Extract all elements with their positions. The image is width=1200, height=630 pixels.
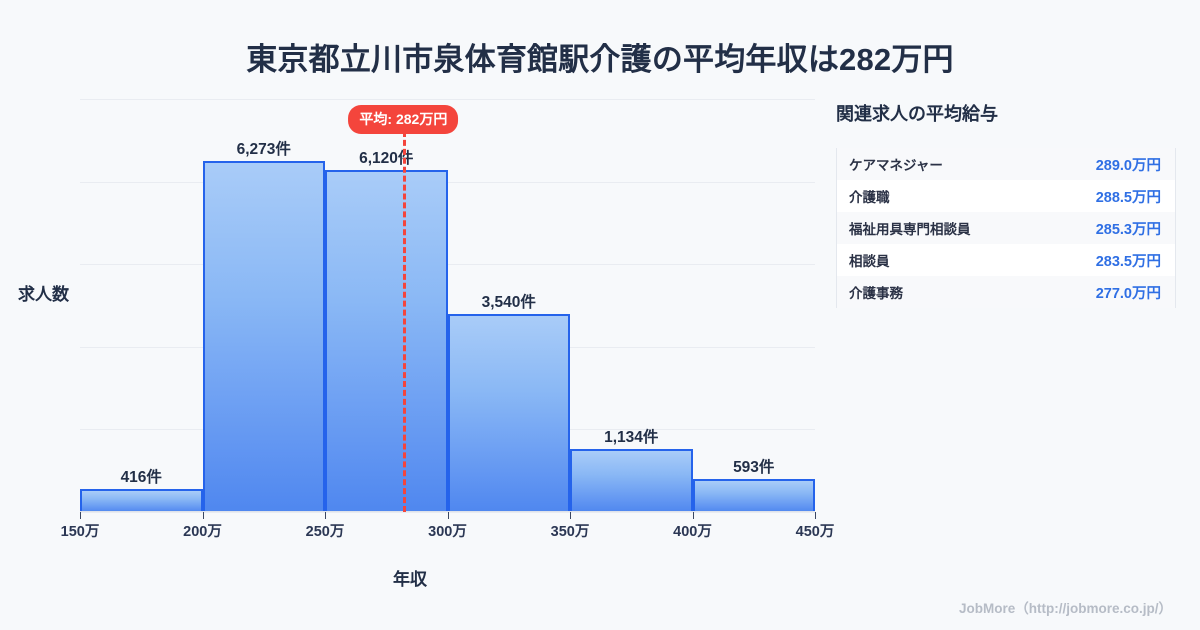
bar [202,160,325,512]
bar-value-label: 593件 [733,458,775,476]
related-salary-title: 関連求人の平均給与 [836,104,998,124]
bar [80,488,203,512]
y-axis-title: 求人数 [18,285,69,304]
mean-line [403,131,407,512]
x-tick-mark [325,512,326,519]
salary-amount-value: 277.0万円 [1095,285,1161,302]
related-salary-panel: 関連求人の平均給与 ケアマネジャー 289.0万円介護職 288.5万円福祉用具専門… [836,100,1176,308]
x-tick-mark [80,512,81,519]
salary-role-label: 相談員 [849,254,890,269]
mean-badge: 平均: 282万円 [348,105,459,134]
x-tick-mark [570,512,571,519]
x-axis-line [80,511,815,512]
footer-watermark: JobMore（http://jobmore.co.jp/） [959,601,1172,616]
salary-row: 福祉用具専門相談員 285.3万円 [837,212,1175,244]
gridline [80,181,815,183]
x-tick-label: 300万 [428,524,467,540]
x-tick-label: 250万 [305,524,345,540]
x-tick-label: 350万 [550,524,590,540]
x-tick-label: 200万 [183,524,222,540]
bar [692,478,815,512]
salary-row: 介護職 288.5万円 [837,180,1175,212]
x-tick-mark [447,512,449,519]
bar-value-label: 416件 [120,468,162,486]
salary-role-label: 介護事務 [849,286,903,301]
x-tick-label: 400万 [673,524,712,540]
bar-value-label: 6,120件 [359,149,414,167]
bar [447,313,570,512]
bar [570,448,693,512]
salary-amount-value: 283.5万円 [1095,253,1161,270]
histogram-chart: 求人数 416件 6,273件 6,120件 3,540件 1,134件 593件 150… [0,88,834,600]
bar [325,169,448,512]
salary-row: ケアマネジャー 289.0万円 [837,148,1175,180]
related-salary-table: ケアマネジャー 289.0万円介護職 288.5万円福祉用具専門相談員 285.3万円… [836,148,1176,308]
gridline [80,99,815,100]
page-title: 東京都立川市泉体育館駅介護の平均年収は282万円 [246,42,954,77]
plot-area: 416件 6,273件 6,120件 3,540件 1,134件 593件 150万 200… [61,99,834,540]
gridline [80,264,815,266]
bar-value-label: 1,134件 [604,428,659,446]
x-tick-label: 150万 [60,524,100,540]
salary-role-label: ケアマネジャー [849,158,943,173]
salary-row: 介護事務 277.0万円 [837,276,1175,308]
salary-amount-value: 288.5万円 [1095,189,1161,206]
bar-value-label: 3,540件 [481,293,536,311]
x-tick-mark [692,512,694,519]
x-tick-mark [815,512,816,519]
x-tick-mark [202,512,204,519]
salary-row: 相談員 283.5万円 [837,244,1175,276]
salary-role-label: 福祉用具専門相談員 [849,222,971,237]
bar-value-label: 6,273件 [236,140,291,158]
salary-role-label: 介護職 [849,190,890,205]
x-axis-title: 年収 [393,570,427,589]
x-tick-label: 450万 [795,524,835,540]
salary-amount-value: 285.3万円 [1095,221,1161,238]
salary-amount-value: 289.0万円 [1095,157,1161,174]
